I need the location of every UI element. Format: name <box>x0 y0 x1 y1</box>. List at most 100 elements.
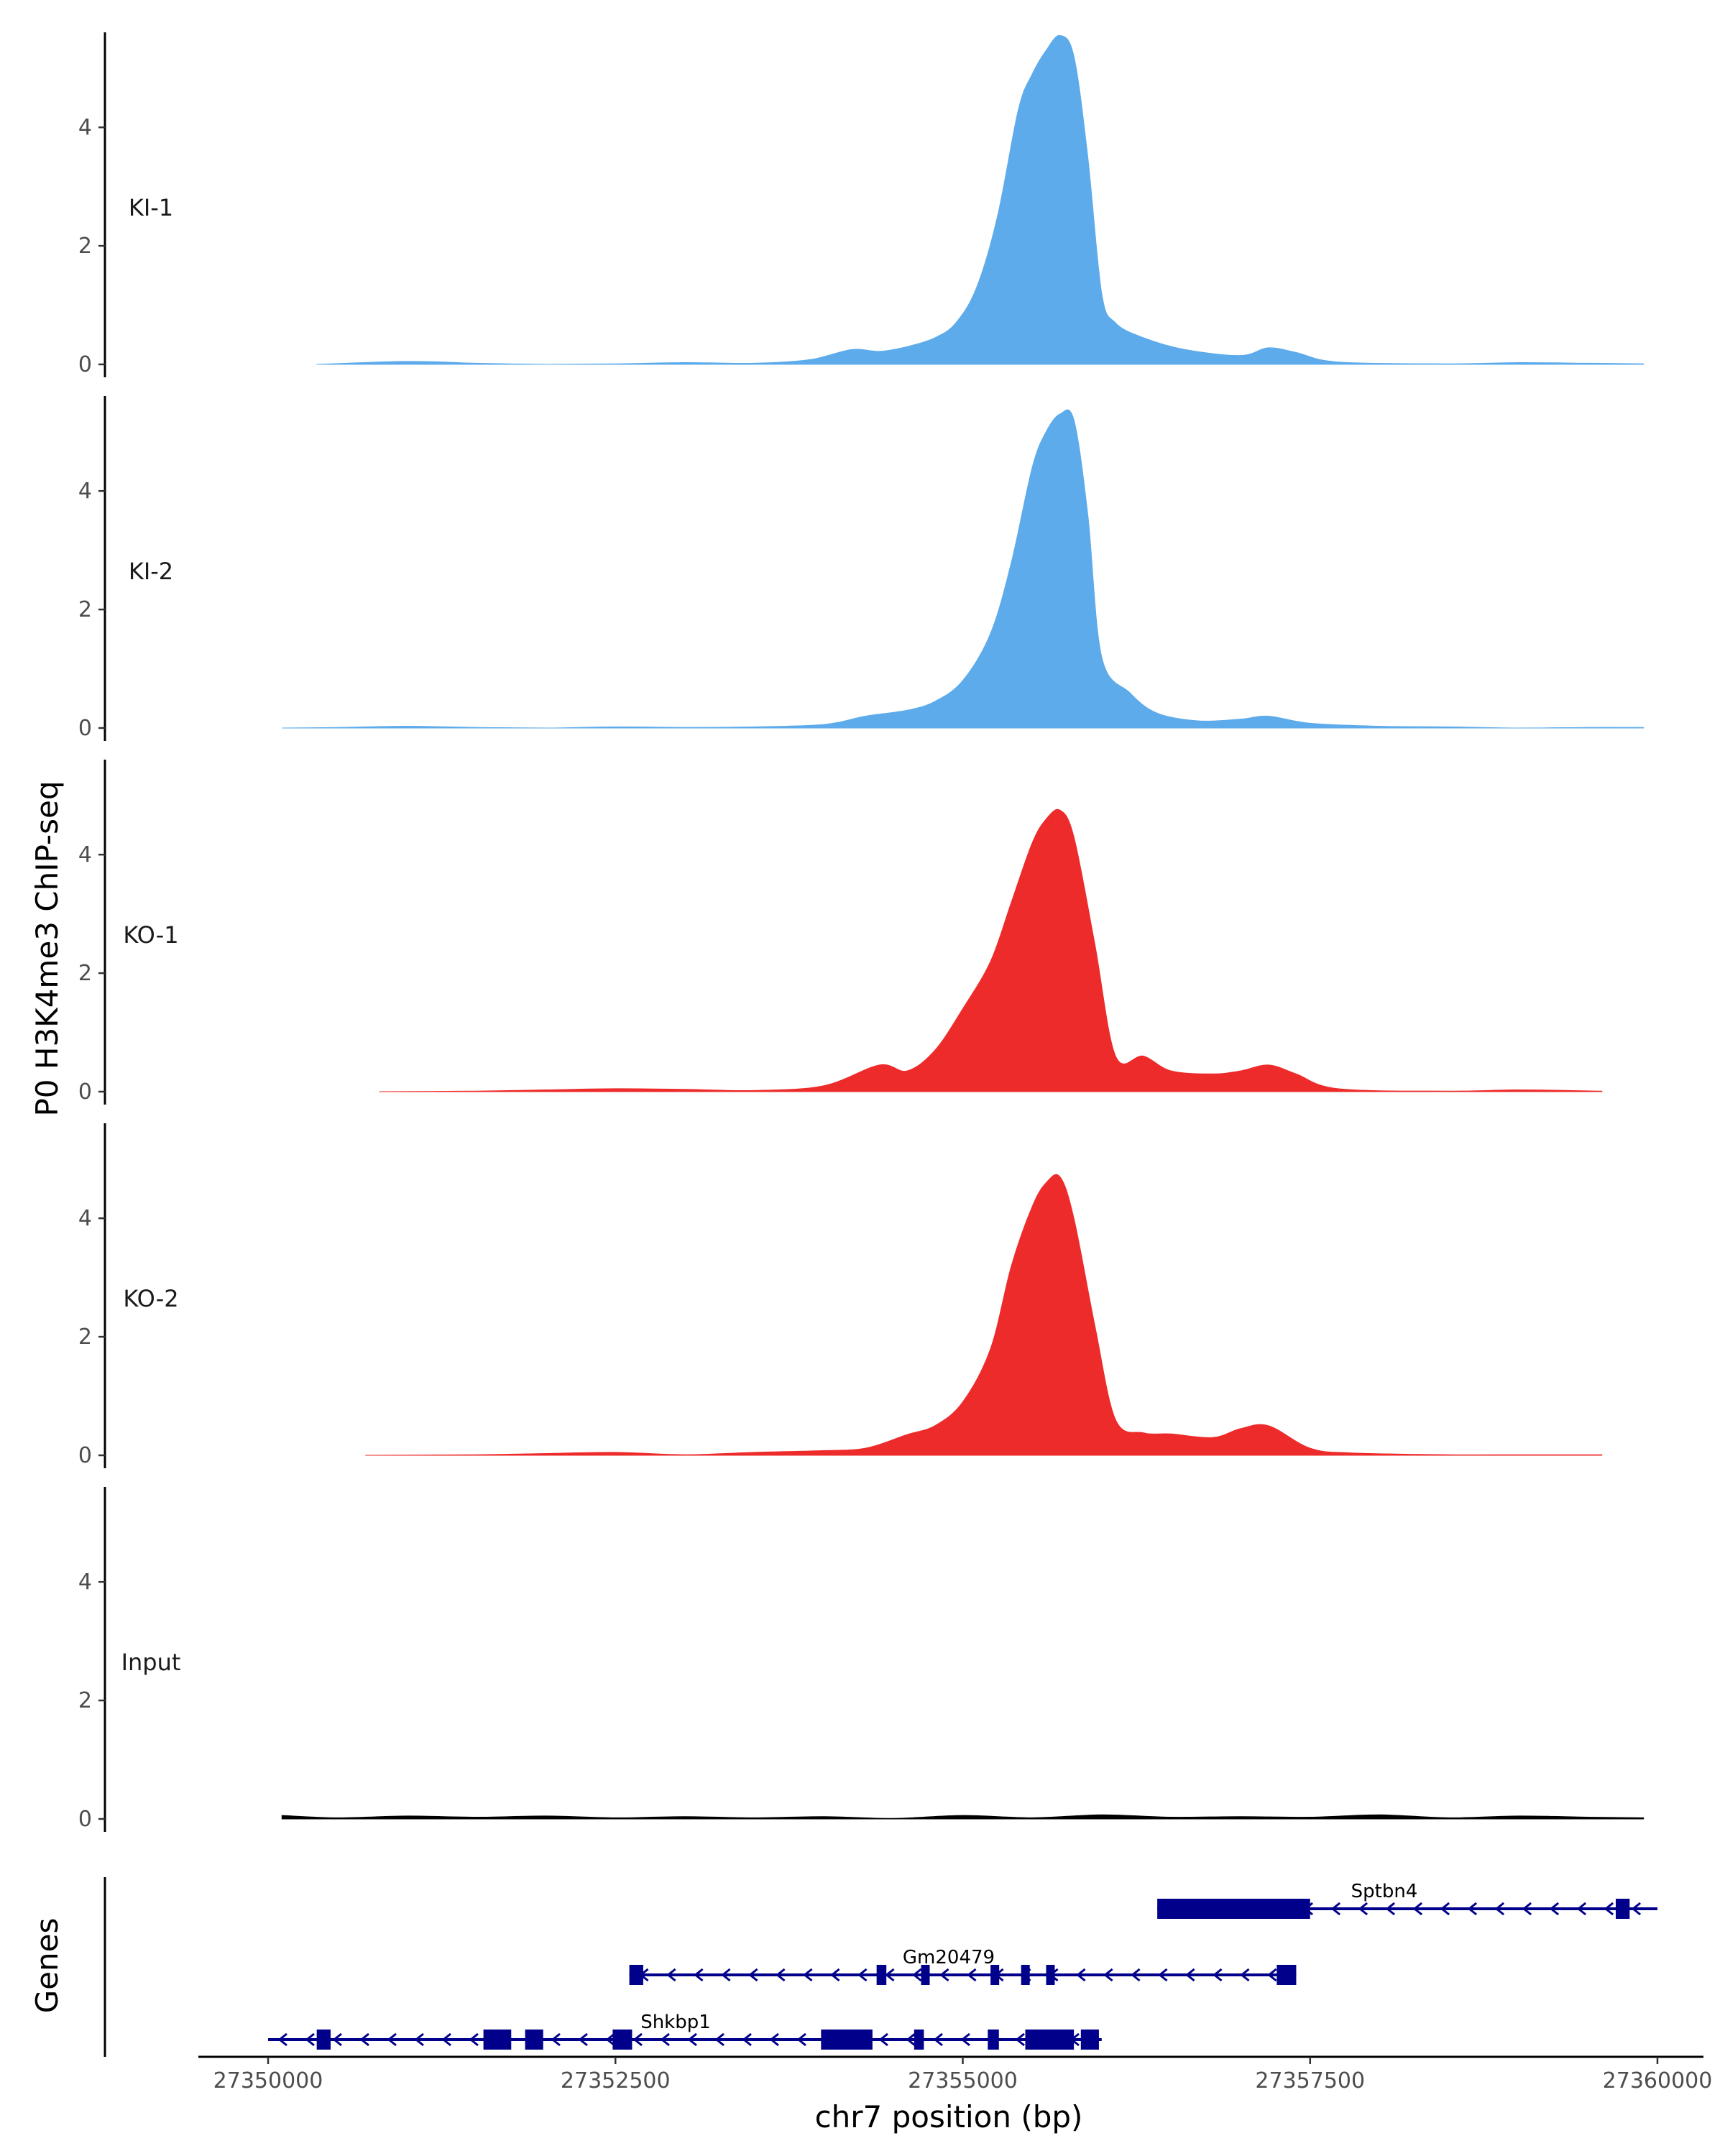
strand-chevron <box>632 2032 643 2047</box>
strand-chevron <box>605 2032 615 2047</box>
signal-area-input <box>281 1814 1644 1820</box>
track-ki-1: 0 2 4 KI-1 <box>78 32 1644 377</box>
y-tick-label: 0 <box>78 352 92 377</box>
gene-sptbn4: Sptbn4 <box>1157 1881 1657 1919</box>
strand-chevron <box>721 1968 731 1982</box>
strand-chevron <box>1494 1902 1505 1916</box>
signal-area-ko-2 <box>365 1174 1603 1456</box>
strand-chevron <box>1604 1902 1614 1916</box>
strand-chevron <box>277 2032 288 2047</box>
signal-area-ki-1 <box>316 34 1644 365</box>
x-tick-label: 27355000 <box>908 2068 1018 2093</box>
strand-chevron <box>1358 1902 1368 1916</box>
y-tick-label: 2 <box>78 597 92 622</box>
gene-gm20479: Gm20479 <box>629 1947 1297 1985</box>
strand-chevron <box>967 1968 977 1982</box>
gene-exon <box>1616 1899 1630 1919</box>
strand-chevron <box>748 1968 758 1982</box>
strand-chevron <box>1267 1968 1277 1982</box>
signal-area-ko-1 <box>379 808 1603 1092</box>
strand-chevron <box>1213 1968 1223 1982</box>
strand-chevron <box>1412 1902 1423 1916</box>
y-tick-label: 4 <box>78 1206 92 1231</box>
signal-area-ki-2 <box>282 409 1644 729</box>
gene-exon <box>1046 1965 1055 1985</box>
track-label: Input <box>121 1649 181 1676</box>
x-tick-label: 27360000 <box>1603 2068 1713 2093</box>
x-tick-label: 27357500 <box>1255 2068 1365 2093</box>
strand-chevron <box>796 2032 806 2047</box>
track-label: KI-1 <box>129 194 173 221</box>
strand-chevron <box>742 2032 752 2047</box>
strand-chevron <box>878 2032 888 2047</box>
strand-chevron <box>578 2032 588 2047</box>
y-tick-label: 4 <box>78 842 92 867</box>
strand-chevron <box>1158 1968 1168 1982</box>
gene-exon <box>483 2030 512 2050</box>
gene-label: Sptbn4 <box>1351 1881 1418 1902</box>
genes-axis-title: Genes <box>29 1918 65 2014</box>
track-label: KO-2 <box>123 1285 178 1312</box>
y-tick-label: 2 <box>78 1688 92 1713</box>
strand-chevron <box>441 2032 451 2047</box>
strand-chevron <box>1330 1902 1341 1916</box>
strand-chevron <box>1467 1902 1478 1916</box>
strand-chevron <box>1631 1902 1642 1916</box>
y-tick-label: 2 <box>78 1325 92 1350</box>
gene-exon <box>1025 2030 1075 2050</box>
gene-label: Gm20479 <box>903 1947 995 1968</box>
gene-exon <box>316 2030 331 2050</box>
y-tick-label: 4 <box>78 115 92 140</box>
strand-chevron <box>960 2032 970 2047</box>
y-tick-label: 0 <box>78 1079 92 1105</box>
gene-exon <box>1021 1965 1030 1985</box>
gene-exon <box>1276 1965 1297 1985</box>
x-tick-label: 27350000 <box>213 2068 323 2093</box>
gene-label: Shkbp1 <box>640 2012 711 2033</box>
strand-chevron <box>906 2032 916 2047</box>
gene-exon <box>921 1965 930 1985</box>
strand-chevron <box>803 1968 813 1982</box>
gene-shkbp1: Shkbp1 <box>268 2012 1102 2050</box>
strand-chevron <box>1576 1902 1587 1916</box>
strand-chevron <box>1522 1902 1532 1916</box>
gene-exon <box>876 1965 887 1985</box>
gene-exon <box>612 2030 632 2050</box>
tracks-layer: 0 2 4 KI-1 0 2 4 KI-2 0 2 4 KO-1 0 2 4 KO-2 0 2 4 Input <box>78 32 1644 1832</box>
strand-chevron <box>939 1968 949 1982</box>
strand-chevron <box>769 2032 779 2047</box>
y-tick-label: 0 <box>78 716 92 741</box>
gene-exon <box>990 1965 1000 1985</box>
strand-chevron <box>1131 1968 1141 1982</box>
strand-chevron <box>1240 1968 1250 1982</box>
strand-chevron <box>912 1968 922 1982</box>
x-tick-label: 27352500 <box>561 2068 671 2093</box>
track-ki-2: 0 2 4 KI-2 <box>78 396 1644 741</box>
strand-chevron <box>1185 1968 1195 1982</box>
track-input: 0 2 4 Input <box>78 1487 1644 1832</box>
strand-chevron <box>414 2032 424 2047</box>
gene-exon <box>1080 2030 1099 2050</box>
strand-chevron <box>1076 1968 1086 1982</box>
gene-exon <box>988 2030 999 2050</box>
strand-chevron <box>933 2032 943 2047</box>
strand-chevron <box>857 1968 868 1982</box>
gene-exon <box>821 2030 873 2050</box>
x-axis-title: chr7 position (bp) <box>815 2099 1083 2134</box>
strand-chevron <box>660 2032 670 2047</box>
gene-exon <box>914 2030 924 2050</box>
strand-chevron <box>332 2032 342 2047</box>
track-ko-2: 0 2 4 KO-2 <box>78 1123 1603 1468</box>
strand-chevron <box>359 2032 369 2047</box>
strand-chevron <box>551 2032 561 2047</box>
x-axis: 27350000 27352500 27355000 27357500 27360000 <box>198 2055 1713 2093</box>
strand-chevron <box>830 1968 840 1982</box>
strand-chevron <box>387 2032 397 2047</box>
strand-chevron <box>1015 2032 1025 2047</box>
y-axis-title: P0 H3K4me3 ChIP-seq <box>29 780 65 1116</box>
strand-chevron <box>1549 1902 1560 1916</box>
y-tick-label: 0 <box>78 1443 92 1468</box>
gene-exon <box>525 2030 543 2050</box>
track-label: KI-2 <box>129 558 173 585</box>
